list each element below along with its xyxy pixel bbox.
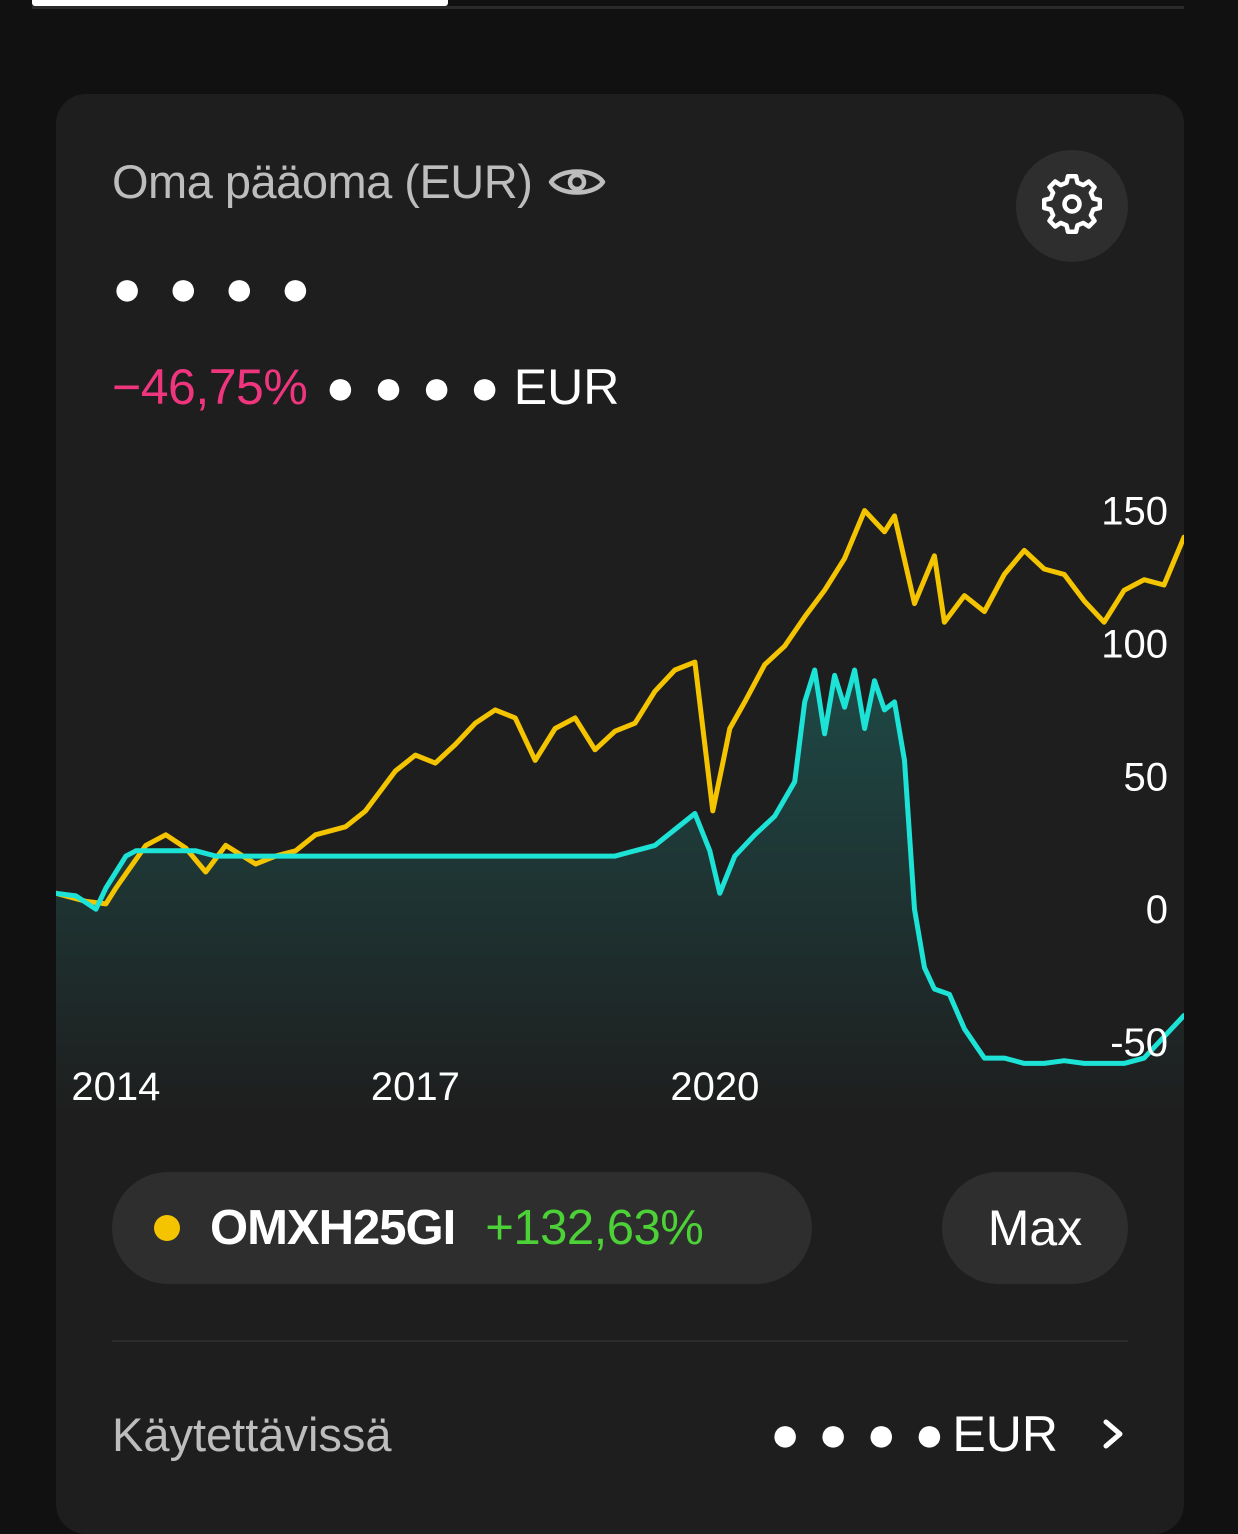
eye-icon[interactable] xyxy=(548,162,606,202)
change-percent: −46,75% xyxy=(112,359,308,415)
y-tick-label: 0 xyxy=(1146,888,1168,932)
portfolio-series-line xyxy=(56,667,1184,1066)
available-amount-hidden: ● ● ● ● xyxy=(769,1406,947,1462)
benchmark-series-line xyxy=(56,508,1184,907)
portfolio-area-fill xyxy=(56,670,1184,1114)
chevron-right-icon xyxy=(1098,1414,1128,1454)
time-range-button[interactable]: Max xyxy=(942,1172,1128,1284)
card-title: Oma pääoma (EUR) xyxy=(112,155,533,208)
available-funds-row[interactable]: Käytettävissä ● ● ● ● EUR xyxy=(112,1384,1128,1484)
tab-track xyxy=(32,6,1184,9)
y-tick-label: -50 xyxy=(1110,1021,1168,1065)
divider xyxy=(112,1340,1128,1342)
change-amount-hidden: ● ● ● ● xyxy=(325,359,502,415)
x-tick-label: 2020 xyxy=(670,1065,759,1109)
x-tick-label: 2014 xyxy=(71,1065,160,1109)
settings-button[interactable] xyxy=(1016,150,1128,262)
tab-active-indicator[interactable] xyxy=(32,0,448,6)
y-tick-label: 100 xyxy=(1101,622,1168,666)
card-header: Oma pääoma (EUR) xyxy=(112,154,606,209)
legend-color-dot xyxy=(154,1215,180,1241)
benchmark-legend-button[interactable]: OMXH25GI +132,63% xyxy=(112,1172,812,1284)
legend-benchmark-change: +132,63% xyxy=(485,1201,704,1255)
y-tick-label: 50 xyxy=(1124,755,1169,799)
available-label: Käytettävissä xyxy=(112,1407,392,1461)
equity-card: Oma pääoma (EUR) ● ● ● ● −46,75% ● ● ● ●… xyxy=(56,94,1184,1534)
x-tick-label: 2017 xyxy=(371,1065,460,1109)
top-tab-bar xyxy=(32,0,1184,10)
available-currency: EUR xyxy=(952,1406,1058,1462)
performance-chart[interactable]: 150 100 50 0 -50 2014 2017 2020 xyxy=(56,494,1184,1114)
gear-icon xyxy=(1041,173,1103,239)
equity-value-hidden: ● ● ● ● xyxy=(112,260,317,316)
change-currency: EUR xyxy=(513,359,620,415)
legend-benchmark-name: OMXH25GI xyxy=(210,1201,456,1255)
change-row: −46,75% ● ● ● ● EUR xyxy=(112,358,619,416)
y-tick-label: 150 xyxy=(1101,494,1168,534)
